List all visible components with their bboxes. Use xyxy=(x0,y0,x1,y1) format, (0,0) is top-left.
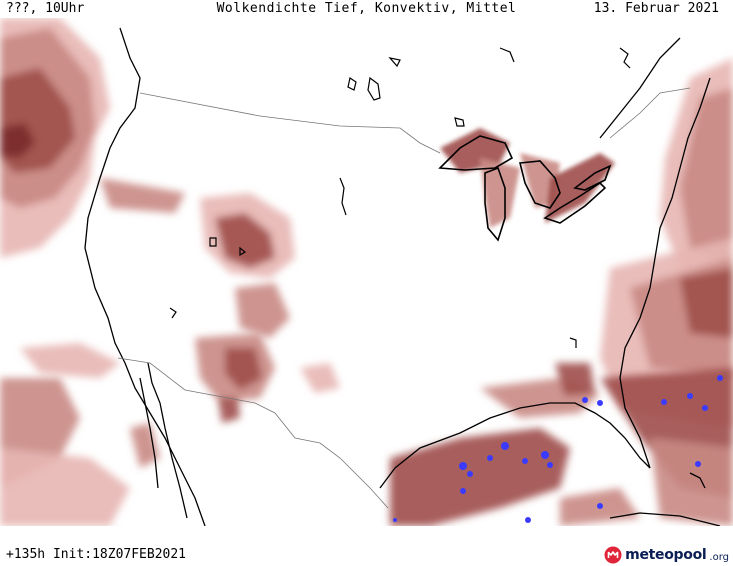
cloud-field-great-lakes xyxy=(440,128,615,228)
cloud-field-rockies xyxy=(100,178,295,338)
coastlines xyxy=(84,27,721,526)
cloud-field-northwest xyxy=(0,18,110,258)
logo-domain-suffix: .org xyxy=(709,552,729,563)
forecast-time-label: ???, 10Uhr xyxy=(6,1,85,16)
meteopool-logo-icon xyxy=(604,546,622,564)
forecast-date-label: 13. Februar 2021 xyxy=(593,1,719,16)
model-run-info: +135h Init:18Z07FEB2021 xyxy=(6,547,187,562)
cloud-field-southwest xyxy=(20,333,340,423)
logo-wordmark: meteopool xyxy=(625,547,707,563)
country-borders xyxy=(117,87,691,509)
cloud-field-pacific-west xyxy=(0,378,160,526)
great-lakes xyxy=(438,135,612,242)
meteopool-logo[interactable]: meteopool .org xyxy=(604,544,729,566)
convective-cells xyxy=(393,375,723,523)
cloud-field-gulf xyxy=(390,363,733,526)
weather-map xyxy=(0,18,733,526)
map-title: Wolkendichte Tief, Konvektiv, Mittel xyxy=(216,1,517,16)
lakes-and-islands xyxy=(169,47,631,348)
